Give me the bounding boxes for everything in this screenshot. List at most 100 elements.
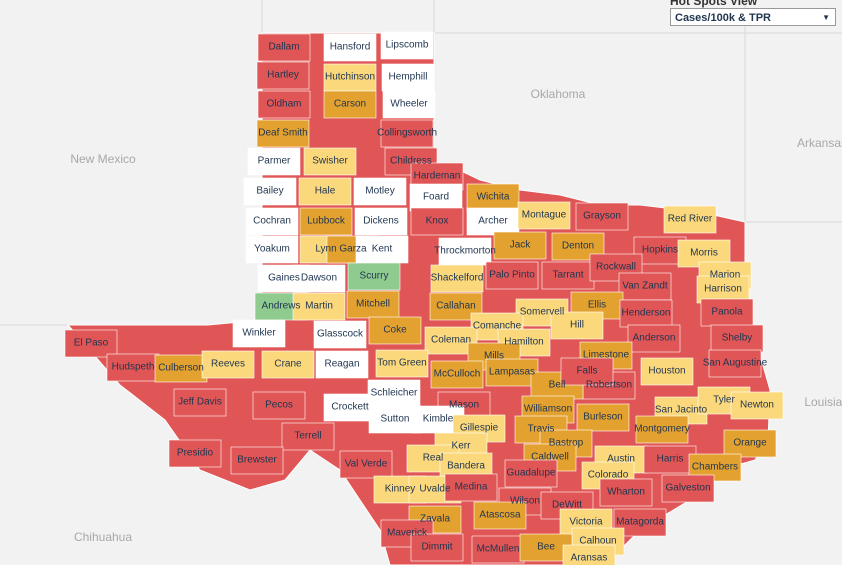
county	[663, 205, 717, 234]
county-label: Uvalde	[419, 484, 451, 495]
county	[245, 207, 299, 236]
county	[355, 235, 409, 264]
county	[380, 119, 434, 148]
county-label: Denton	[562, 241, 594, 252]
county	[466, 183, 520, 212]
county-label: Brewster	[237, 455, 277, 466]
county-label: Childress	[390, 156, 432, 167]
county-label: Colorado	[588, 470, 629, 481]
county-label: Mitchell	[356, 299, 390, 310]
county	[730, 391, 784, 420]
county	[410, 533, 464, 562]
county	[281, 422, 335, 451]
county	[560, 357, 614, 386]
county-label: Chambers	[692, 462, 738, 473]
county	[368, 316, 422, 345]
county	[353, 177, 407, 206]
county	[640, 357, 694, 386]
county-label: Red River	[668, 214, 713, 225]
county-label: San Augustine	[703, 358, 768, 369]
county	[708, 349, 762, 378]
county	[247, 147, 301, 176]
county	[517, 201, 571, 230]
county-label: Montague	[522, 210, 567, 221]
county-label: Palo Pinto	[489, 270, 535, 281]
county	[256, 119, 310, 148]
county	[257, 33, 311, 62]
county-label: Jeff Davis	[178, 397, 222, 408]
county	[438, 237, 492, 266]
county-label: Crockett	[331, 402, 368, 413]
county-label: Wichita	[477, 192, 510, 203]
region-label: Arkansas	[797, 136, 842, 150]
county	[471, 535, 525, 564]
county	[485, 261, 539, 290]
county-label: Winkler	[242, 328, 276, 339]
dropdown-arrow[interactable]: ▼	[822, 13, 830, 22]
county-label: Hopkins	[642, 245, 678, 256]
county-label: Real	[423, 453, 444, 464]
county-label: Kimble	[423, 414, 454, 425]
county	[323, 33, 377, 62]
county-label: Panola	[711, 307, 743, 318]
county	[619, 299, 673, 328]
county	[292, 292, 346, 321]
county	[430, 264, 484, 293]
county-label: Coke	[383, 325, 407, 336]
county-label: Medina	[455, 482, 488, 493]
county-label: Hudspeth	[112, 362, 155, 373]
county-label: Caldwell	[531, 452, 569, 463]
county	[382, 90, 436, 119]
county	[599, 478, 653, 507]
county-label: McCulloch	[434, 369, 481, 380]
county	[173, 388, 227, 417]
county-label: Somervell	[520, 307, 564, 318]
county	[257, 90, 311, 119]
county-label: Mason	[449, 400, 479, 411]
county	[380, 31, 434, 60]
county	[354, 207, 408, 236]
county-label: Hartley	[267, 70, 299, 81]
counties	[64, 31, 784, 565]
county	[444, 473, 498, 502]
county-label: Reagan	[324, 359, 359, 370]
county-label: Lipscomb	[386, 40, 429, 51]
county-label: Tom Green	[377, 358, 426, 369]
county	[261, 350, 315, 379]
county-label: Reeves	[211, 359, 245, 370]
county-label: Victoria	[569, 517, 603, 528]
county-label: Burleson	[583, 412, 622, 423]
county	[576, 403, 630, 432]
county-label: Gillespie	[460, 423, 499, 434]
county-label: Kent	[372, 244, 393, 255]
county	[299, 207, 353, 236]
county-label: Crane	[274, 359, 302, 370]
county-label: Archer	[478, 216, 508, 227]
county-label: Van Zandt	[622, 281, 668, 292]
county-label: Culberson	[158, 363, 204, 374]
county-label: Lynn	[315, 244, 336, 255]
county	[315, 350, 369, 379]
region-label: Chihuahua	[74, 530, 132, 544]
measure-dropdown[interactable]: Cases/100k & TPR ▼	[670, 8, 836, 26]
county-label: Carson	[334, 99, 366, 110]
county-label: Limestone	[583, 350, 630, 361]
county	[313, 320, 367, 349]
county-label: Harris	[657, 454, 684, 465]
county-label: Cochran	[253, 216, 291, 227]
county-label: Austin	[607, 454, 635, 465]
county-label: Foard	[423, 192, 449, 203]
county	[243, 177, 297, 206]
county-label: Garza	[339, 244, 367, 255]
county-label: Dallam	[268, 42, 299, 53]
county-label: Bell	[549, 380, 566, 391]
county-label: Robertson	[586, 380, 632, 391]
county-label: El Paso	[74, 338, 109, 349]
county-label: Newton	[740, 400, 774, 411]
county	[493, 231, 547, 260]
county-label: Coleman	[431, 335, 471, 346]
view-title: Hot Spots View	[670, 0, 758, 8]
county-label: Williamson	[524, 404, 572, 415]
county-label: Hemphill	[389, 72, 428, 83]
county-label: Grayson	[583, 211, 621, 222]
